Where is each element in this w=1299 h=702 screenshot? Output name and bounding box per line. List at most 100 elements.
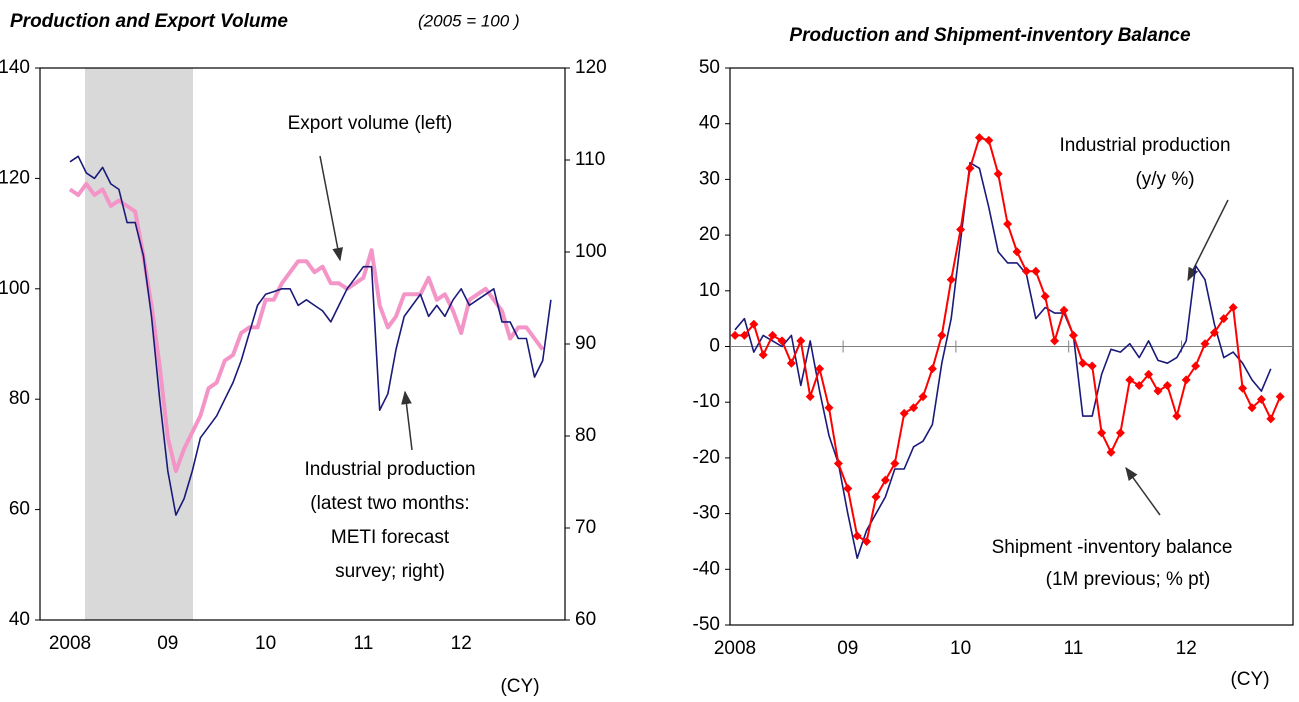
point-marker	[927, 364, 937, 374]
point-marker	[1031, 266, 1041, 276]
point-marker	[1153, 386, 1163, 396]
y2-tick-label: 70	[575, 517, 596, 538]
x-tick-label: 2008	[49, 633, 91, 654]
y-tick-label: 100	[0, 278, 30, 299]
point-marker	[1256, 394, 1266, 404]
x-tick-label: 2008	[714, 638, 756, 659]
point-marker	[796, 336, 806, 346]
point-marker	[909, 403, 919, 413]
point-marker	[777, 336, 787, 346]
point-marker	[984, 135, 994, 145]
chart-subtitle: (2005 = 100 )	[418, 11, 520, 30]
point-marker	[1040, 291, 1050, 301]
point-marker	[1012, 247, 1022, 257]
y-tick-label: 60	[9, 499, 30, 520]
y-tick-label: -40	[693, 558, 720, 579]
point-marker	[1087, 361, 1097, 371]
point-marker	[956, 225, 966, 235]
point-marker	[1219, 314, 1229, 324]
y-tick-label: -50	[693, 614, 720, 635]
y-tick-label: 10	[699, 280, 720, 301]
point-marker	[1021, 266, 1031, 276]
arrow	[401, 390, 413, 451]
y2-tick-label: 120	[575, 57, 607, 78]
y-tick-label: 40	[699, 113, 720, 134]
point-marker	[833, 458, 843, 468]
point-marker	[1275, 392, 1285, 402]
y-tick-label: 40	[9, 609, 30, 630]
annotation: Industrial production	[304, 459, 475, 480]
annotation: Shipment -inventory balance	[992, 537, 1233, 558]
y-tick-label: 80	[9, 388, 30, 409]
x-tick-label: 09	[157, 633, 178, 654]
x-tick-label: 11	[354, 633, 374, 654]
point-marker	[1228, 303, 1238, 313]
y-tick-label: 20	[699, 224, 720, 245]
y-tick-label: -10	[693, 391, 720, 412]
point-marker	[890, 458, 900, 468]
point-marker	[1209, 328, 1219, 338]
y-tick-label: 50	[699, 57, 720, 78]
point-marker	[918, 392, 928, 402]
point-marker	[862, 536, 872, 546]
x-tick-label: 09	[837, 638, 858, 659]
point-marker	[1134, 380, 1144, 390]
annotation: METI forecast	[331, 527, 450, 548]
point-marker	[852, 531, 862, 541]
point-marker	[1068, 330, 1078, 340]
x-tick-label: 12	[1176, 638, 1197, 659]
point-marker	[1003, 219, 1013, 229]
y2-tick-label: 80	[575, 425, 596, 446]
annotation: (latest two months:	[310, 493, 469, 514]
point-marker	[786, 358, 796, 368]
point-marker	[937, 330, 947, 340]
annotation: Export volume (left)	[288, 113, 453, 134]
point-marker	[1125, 375, 1135, 385]
y-tick-label: -30	[693, 503, 720, 524]
y2-tick-label: 60	[575, 609, 596, 630]
point-marker	[1266, 414, 1276, 424]
annotation: (1M previous; % pt)	[1046, 569, 1211, 590]
point-marker	[946, 275, 956, 285]
x-tick-label: 11	[1064, 638, 1084, 659]
point-marker	[871, 492, 881, 502]
recession-shade	[85, 68, 193, 620]
annotation: Industrial production	[1059, 135, 1230, 156]
point-marker	[965, 163, 975, 173]
x-tick-label: 10	[950, 638, 971, 659]
chart-title: Production and Export Volume	[10, 11, 288, 32]
annotation: survey; right)	[335, 561, 445, 582]
point-marker	[749, 319, 759, 329]
y2-tick-label: 110	[575, 149, 605, 170]
point-marker	[758, 350, 768, 360]
point-marker	[1106, 447, 1116, 457]
y2-tick-label: 90	[575, 333, 596, 354]
series-line	[69, 155, 552, 516]
point-marker	[1097, 428, 1107, 438]
point-marker	[1247, 403, 1257, 413]
point-marker	[1144, 369, 1154, 379]
point-marker	[768, 330, 778, 340]
y2-tick-label: 100	[575, 241, 607, 262]
y-tick-label: 120	[0, 167, 30, 188]
y-tick-label: 30	[699, 168, 720, 189]
point-marker	[1200, 339, 1210, 349]
point-marker	[1191, 361, 1201, 371]
point-marker	[1181, 375, 1191, 385]
series-line	[68, 181, 545, 473]
point-marker	[993, 169, 1003, 179]
point-marker	[1115, 428, 1125, 438]
point-marker	[1172, 411, 1182, 421]
point-marker	[1059, 305, 1069, 315]
series-line	[735, 136, 1282, 543]
point-marker	[899, 408, 909, 418]
point-marker	[1162, 380, 1172, 390]
arrow	[319, 155, 344, 262]
point-marker	[824, 403, 834, 413]
point-marker	[1238, 383, 1248, 393]
chart-title: Production and Shipment-inventory Balanc…	[789, 25, 1191, 46]
x-unit: (CY)	[500, 676, 539, 697]
x-unit: (CY)	[1230, 669, 1269, 690]
point-marker	[880, 475, 890, 485]
point-marker	[805, 392, 815, 402]
